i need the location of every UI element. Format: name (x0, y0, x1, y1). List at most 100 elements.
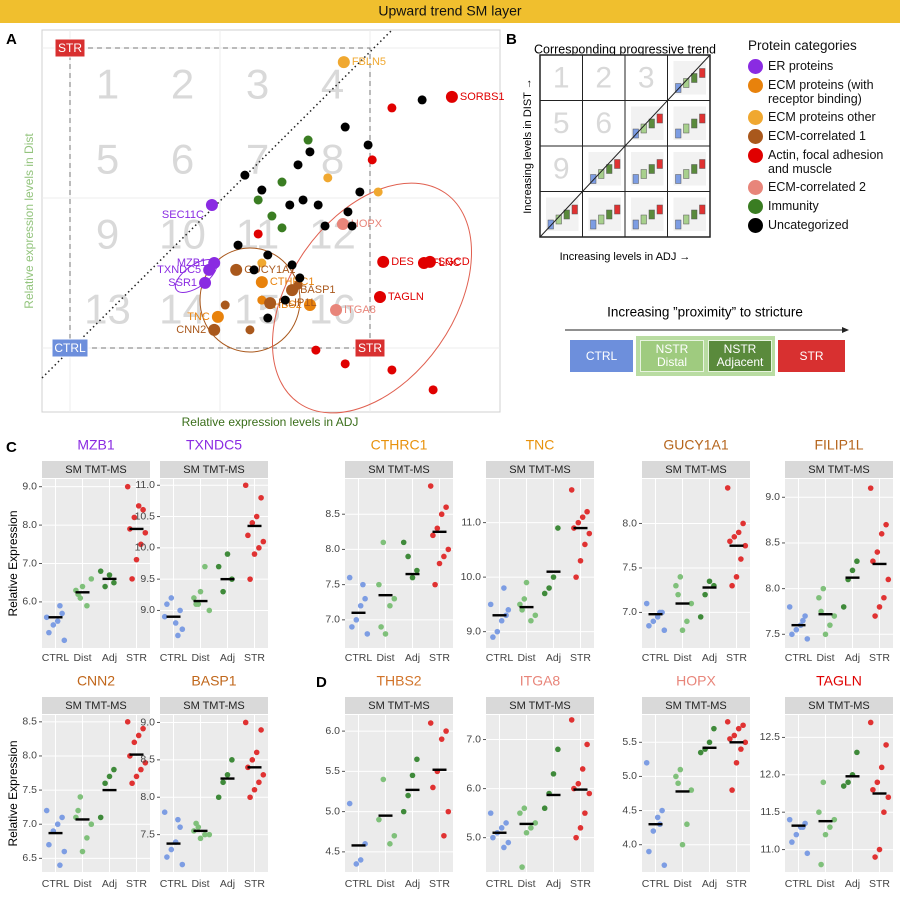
legend-item: Uncategorized (748, 218, 898, 233)
median-bar (405, 572, 420, 576)
legend-swatch (748, 129, 763, 144)
point (106, 773, 113, 780)
mini-boxplot (691, 209, 698, 220)
x-tick-label: Adj (405, 878, 420, 890)
point (414, 567, 420, 574)
y-tick-label: 8.5 (765, 537, 780, 549)
point (443, 728, 449, 734)
point (175, 632, 181, 639)
point (111, 579, 117, 586)
point (343, 207, 353, 217)
strip-label: SM TMT-MS (665, 464, 727, 476)
mini-boxplot (675, 83, 682, 93)
mini-boxplot (648, 118, 655, 129)
point (876, 604, 883, 610)
point (50, 622, 57, 628)
mini-boxplot (683, 214, 690, 225)
point (854, 558, 860, 565)
y-tick-label: 7.0 (22, 557, 37, 569)
mini-boxplot (640, 169, 647, 179)
point (523, 579, 530, 586)
point (870, 786, 876, 793)
y-tick-label: 8.5 (140, 754, 155, 766)
point (336, 218, 349, 231)
median-bar (129, 753, 144, 756)
point (677, 574, 684, 580)
point (724, 719, 731, 725)
point (885, 576, 892, 583)
panel-title: THBS2 (376, 673, 421, 689)
point (353, 617, 360, 623)
trend-cell-number: 5 (553, 107, 570, 140)
point (405, 792, 411, 799)
point (740, 722, 746, 729)
point (391, 595, 398, 602)
trend-cell-number: 3 (638, 62, 655, 95)
point (97, 814, 104, 821)
point (54, 618, 61, 624)
strip-label: SM TMT-MS (183, 700, 245, 712)
point (193, 820, 199, 827)
point (878, 764, 885, 771)
strip (785, 461, 893, 478)
point (854, 749, 860, 756)
legend: Protein categories ER proteins ECM protei… (748, 38, 898, 237)
panel-title: BASP1 (191, 673, 236, 689)
y-tick-label: 9.0 (466, 625, 481, 637)
x-tick-label: Dist (191, 878, 209, 890)
point (362, 595, 368, 602)
legend-label: Uncategorized (768, 218, 849, 232)
point (129, 576, 135, 582)
legend-item: Actin, focal adhesion and muscle (748, 148, 898, 176)
point (498, 617, 505, 624)
point (79, 848, 86, 855)
point (257, 295, 267, 305)
strip (785, 697, 893, 714)
stage-box: STR (778, 340, 845, 372)
x-tick-label: STR (126, 652, 147, 664)
strip (486, 697, 594, 714)
strip-label: SM TMT-MS (808, 700, 870, 712)
point (251, 551, 258, 557)
x-tick-label: STR (570, 878, 591, 890)
x-tick-label: Dist (73, 878, 91, 890)
y-tick-label: 7.0 (22, 818, 37, 830)
y-tick-label: 6.0 (22, 596, 37, 608)
point (417, 95, 427, 105)
point (445, 90, 458, 103)
mini-boxplot (648, 209, 655, 220)
point (374, 291, 387, 304)
median-bar (573, 788, 588, 791)
point (405, 553, 411, 560)
point (138, 541, 144, 548)
point (346, 800, 353, 807)
point (409, 574, 416, 581)
point (61, 848, 68, 855)
point-label: DES (391, 256, 414, 268)
point (740, 520, 746, 527)
point (355, 187, 365, 197)
legend-title: Protein categories (748, 38, 857, 53)
point (793, 831, 800, 838)
panel-label: B (506, 31, 517, 48)
x-tick-label: CTRL (345, 878, 373, 890)
point (220, 300, 230, 310)
point (251, 786, 258, 793)
point (373, 187, 383, 197)
point (346, 574, 353, 581)
point (124, 483, 131, 490)
median-bar (378, 814, 393, 817)
strip (42, 697, 150, 714)
strip-label: SM TMT-MS (368, 700, 430, 712)
point (376, 816, 382, 823)
y-tick-label: 6.5 (22, 852, 37, 864)
point (267, 211, 277, 221)
point (742, 739, 749, 746)
point (501, 585, 507, 591)
y-axis-label: Relative Expression (6, 740, 20, 846)
point (661, 627, 668, 634)
point (260, 772, 267, 778)
point (742, 542, 749, 549)
median-bar (729, 544, 744, 547)
plot-area (642, 479, 750, 648)
